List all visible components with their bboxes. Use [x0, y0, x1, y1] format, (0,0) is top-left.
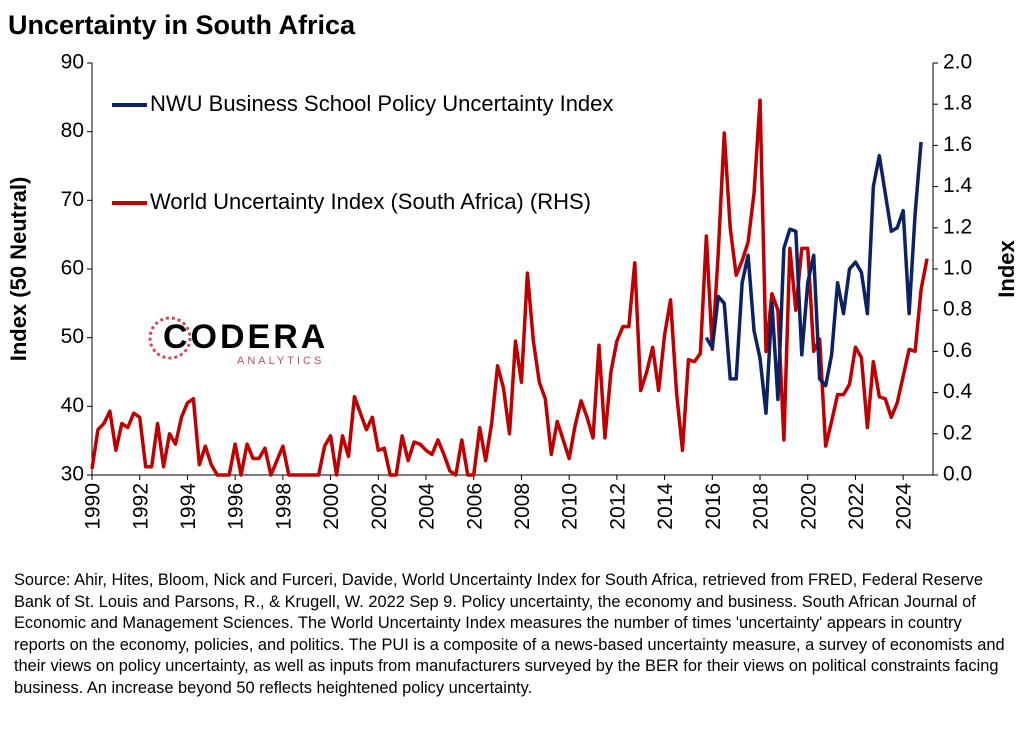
logo-text: CODERA [163, 318, 328, 356]
x-tick-label: 1994 [177, 483, 200, 530]
y2-tick-label: 0.4 [943, 380, 973, 403]
x-tick-label: 2012 [606, 483, 629, 530]
chart: Uncertainty in South Africa Index (50 Ne… [6, 10, 1019, 530]
y2-tick-label: 1.6 [943, 133, 972, 156]
y-tick-label: 40 [61, 394, 84, 417]
x-tick-label: 2024 [893, 483, 916, 530]
x-tick-label: 2000 [320, 483, 343, 530]
y-axis-label: Index (50 Neutral) [6, 177, 31, 362]
x-tick-label: 2004 [416, 483, 439, 530]
x-tick-label: 2014 [654, 483, 677, 530]
logo-subtext: ANALYTICS [237, 355, 324, 367]
legend-label: NWU Business School Policy Uncertainty I… [150, 91, 613, 116]
y2-tick-label: 0.2 [943, 421, 972, 444]
y-tick-label: 80 [61, 119, 84, 142]
x-tick-label: 2002 [368, 483, 391, 530]
legend-label: World Uncertainty Index (South Africa) (… [150, 189, 591, 214]
logo-mark [148, 316, 192, 360]
y2-tick-label: 0.8 [943, 298, 972, 321]
y2-tick-label: 1.4 [943, 174, 973, 197]
chart-title: Uncertainty in South Africa [8, 10, 356, 40]
series-line [90, 98, 929, 477]
logo: CODERA ANALYTICS [148, 316, 328, 367]
x-tick-label: 2018 [750, 483, 773, 530]
y2-tick-label: 2.0 [943, 51, 972, 74]
y2-tick-label: 0.0 [943, 463, 972, 486]
x-tick-label: 2020 [797, 483, 820, 530]
y-tick-label: 50 [61, 325, 84, 348]
x-tick-label: 2006 [463, 483, 486, 530]
x-tick-label: 2010 [559, 483, 582, 530]
x-tick-label: 2016 [702, 483, 725, 530]
x-tick-label: 1996 [225, 483, 248, 530]
x-tick-label: 2022 [845, 483, 868, 530]
y-tick-label: 90 [61, 51, 84, 74]
x-tick-label: 1990 [82, 483, 105, 530]
series-line [704, 141, 923, 415]
y2-tick-label: 1.8 [943, 92, 972, 115]
y-tick-label: 60 [61, 257, 84, 280]
source-note: Source: Ahir, Hites, Bloom, Nick and Fur… [14, 571, 1005, 697]
x-tick-label: 1998 [272, 483, 295, 530]
y-tick-label: 70 [61, 188, 84, 211]
x-tick-label: 2008 [511, 483, 534, 530]
y2-tick-label: 1.0 [943, 257, 972, 280]
y-tick-label: 30 [61, 463, 84, 486]
y2-tick-label: 0.6 [943, 339, 972, 362]
y2-tick-label: 1.2 [943, 215, 972, 238]
y2-axis-label: Index [994, 240, 1019, 298]
x-tick-label: 1992 [129, 483, 152, 530]
